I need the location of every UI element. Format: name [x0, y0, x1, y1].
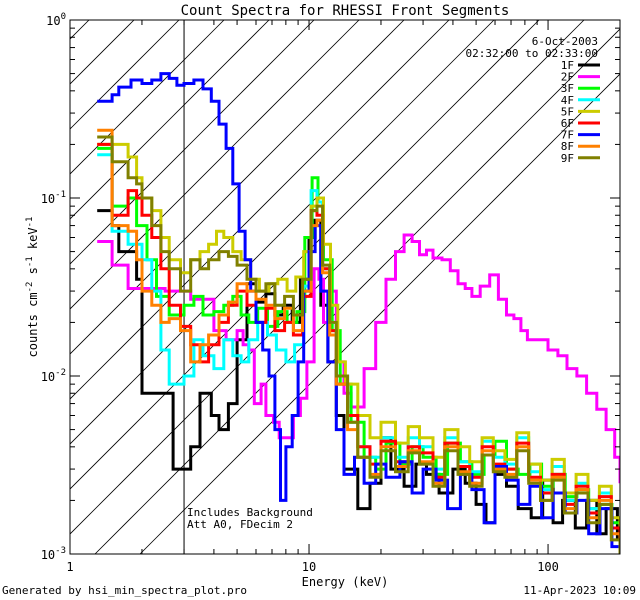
legend-label-7F: 7F [561, 129, 574, 142]
series-2F [97, 233, 620, 484]
x-axis-label: Energy (keV) [302, 575, 389, 589]
x-tick-label-1: 1 [66, 560, 73, 574]
hatch-line [70, 20, 180, 130]
hatch-line [70, 20, 495, 445]
chart-title: Count Spectra for RHESSI Front Segments [181, 3, 510, 19]
legend-header-0: 6-Oct-2003 [532, 35, 598, 48]
hatch-line [70, 20, 585, 535]
legend-label-6F: 6F [561, 117, 574, 130]
hatch-line [70, 20, 315, 265]
hatch-line [70, 20, 225, 175]
series-9F [97, 135, 620, 554]
y-tick-label: 100 [46, 12, 66, 28]
hatch-line [139, 73, 620, 554]
hatch-line [70, 20, 540, 490]
series-layer [97, 72, 620, 554]
legend-label-4F: 4F [561, 94, 574, 107]
plot-frame [69, 19, 621, 555]
x-axis-ticks: 1 10 100 [66, 20, 621, 574]
legend-header-1: 02:32:00 to 02:33:00 [466, 47, 598, 60]
legend-label-3F: 3F [561, 82, 574, 95]
footer-generated-by: Generated by hsi_min_spectra_plot.pro [2, 584, 247, 597]
y-axis-ticks: 100 10-1 10-2 10-3 [41, 12, 620, 562]
annotation-0: Includes Background [187, 506, 313, 519]
legend-label-1F: 1F [561, 59, 574, 72]
legend-label-9F: 9F [561, 152, 574, 165]
y-tick-label: 10-3 [41, 546, 66, 562]
footer-timestamp: 11-Apr-2023 10:09 [523, 584, 636, 597]
series-5F [97, 142, 620, 540]
legend-label-8F: 8F [561, 140, 574, 153]
annotation-1: Att A0, FDecim 2 [187, 518, 293, 531]
series-7F [97, 72, 620, 554]
x-tick-label-10: 10 [302, 560, 316, 574]
y-tick-label: 10-1 [41, 190, 66, 206]
legend-label-2F: 2F [561, 71, 574, 84]
legend-label-5F: 5F [561, 105, 574, 118]
y-tick-label: 10-2 [41, 368, 66, 384]
x-tick-label-100: 100 [537, 560, 559, 574]
hatch-line [70, 20, 360, 310]
y-axis-label: counts cm-2 s-1 keV-1 [25, 217, 40, 358]
hatch-line [70, 20, 270, 220]
